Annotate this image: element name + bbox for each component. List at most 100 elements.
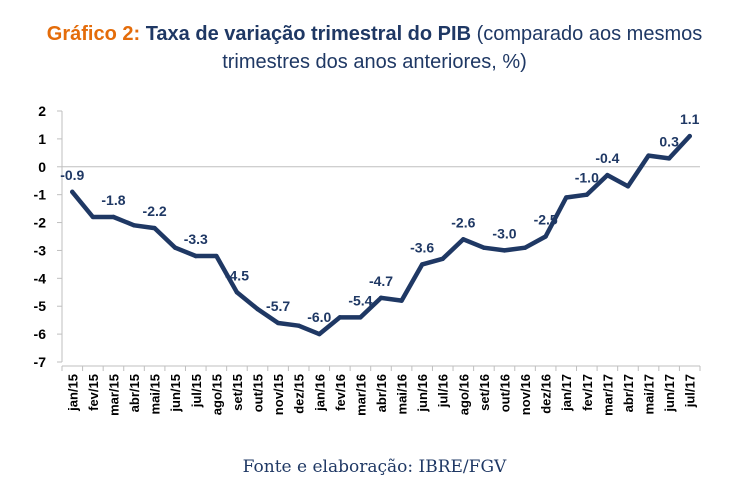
data-label: -5.7 — [266, 298, 290, 314]
x-tick-label: jul/16 — [436, 374, 451, 408]
y-tick-label: -1 — [34, 187, 47, 203]
data-label: -2.5 — [534, 212, 558, 228]
data-point — [461, 237, 466, 242]
data-point — [172, 245, 178, 250]
line-chart: 2 1 0 -1 -2 -3 -4 -5 -6 -7 jan/15 fev/15 mar/15 abr/… — [34, 103, 701, 416]
x-tick-label: dez/15 — [292, 374, 307, 414]
x-tick-label: nov/16 — [518, 374, 533, 415]
x-tick-label: mar/15 — [106, 374, 121, 416]
data-label: -1.0 — [575, 170, 599, 186]
data-point — [522, 245, 528, 250]
data-point — [419, 262, 425, 267]
data-point — [337, 315, 343, 320]
x-tick-label: jul/15 — [189, 374, 204, 408]
data-label: -5.4 — [348, 292, 372, 308]
data-point — [90, 214, 96, 220]
data-label: 0.3 — [659, 133, 679, 149]
x-tick-label: nov/15 — [271, 374, 286, 415]
data-point — [564, 195, 569, 200]
x-tick-label: jun/17 — [662, 374, 677, 413]
x-tick-label: fev/15 — [86, 374, 101, 411]
data-point — [399, 298, 404, 303]
chart-title: Gráfico 2: Taxa de variação trimestral d… — [0, 20, 749, 76]
x-tick-label: set/15 — [230, 374, 245, 411]
y-tick-label: -4 — [34, 270, 47, 286]
y-tick-label: -6 — [34, 326, 47, 342]
data-labels-layer: -0.9 -1.8 -2.2 -3.3 -4.5 -5.7 -6.0 -5.4 -4.7 -3.6… — [60, 111, 699, 325]
data-label: -3.0 — [492, 225, 516, 241]
data-label: -2.2 — [143, 203, 167, 219]
data-point — [70, 189, 75, 195]
y-tick-label: 2 — [38, 103, 46, 119]
data-point — [378, 295, 384, 301]
x-tick-label: jan/16 — [312, 374, 327, 412]
x-tick-label: jun/15 — [168, 374, 183, 413]
data-label: -6.0 — [307, 309, 331, 325]
x-tick-label: mar/17 — [600, 374, 615, 416]
data-label: -4.5 — [225, 267, 249, 283]
x-tick-label: fev/17 — [580, 374, 595, 411]
chart-main-title: Taxa de variação trimestral do PIB — [145, 23, 472, 45]
data-point — [214, 253, 219, 259]
data-point — [543, 234, 548, 239]
x-tick-label: abr/15 — [127, 374, 142, 412]
data-point — [111, 214, 116, 220]
x-axis: jan/15 fev/15 mar/15 abr/15 mai/15 jun/15 jul/… — [61, 166, 701, 416]
data-point — [131, 223, 137, 228]
data-label: -4.7 — [369, 273, 393, 289]
data-point — [666, 156, 672, 161]
y-tick-label: -7 — [34, 354, 47, 370]
data-label: -0.4 — [595, 150, 619, 166]
x-tick-label: set/16 — [477, 374, 492, 411]
y-tick-label: 0 — [38, 159, 46, 175]
x-tick-label: out/16 — [497, 374, 512, 412]
x-tick-label: fev/16 — [333, 374, 348, 411]
x-tick-label: mai/16 — [395, 374, 410, 414]
x-tick-label: out/15 — [251, 374, 266, 412]
x-tick-label: jan/17 — [559, 374, 574, 412]
source-note: Fonte e elaboração: IBRE/FGV — [242, 457, 507, 477]
y-tick-label: 1 — [38, 131, 46, 147]
x-tick-label: ago/16 — [456, 374, 471, 415]
x-tick-label: mai/17 — [642, 374, 657, 414]
y-tick-label: -2 — [34, 215, 47, 231]
data-point — [605, 172, 610, 178]
chart-number-label: Gráfico 2: — [46, 23, 141, 45]
data-point — [481, 245, 487, 250]
data-point — [625, 184, 631, 189]
x-tick-label: ago/15 — [209, 374, 224, 415]
x-tick-label: abr/16 — [374, 374, 389, 412]
x-tick-label: jul/17 — [683, 374, 698, 408]
data-point — [193, 253, 198, 259]
data-label: -2.6 — [451, 214, 475, 230]
data-label: -1.8 — [101, 192, 125, 208]
data-label: -3.6 — [410, 239, 434, 255]
x-tick-label: mar/16 — [353, 374, 368, 416]
data-point — [646, 153, 651, 158]
x-tick-label: abr/17 — [621, 374, 636, 412]
data-point — [152, 225, 157, 231]
y-tick-label: -5 — [34, 298, 47, 314]
chart-subtitle-line1: (comparado aos mesmos — [476, 23, 703, 45]
data-point — [440, 256, 445, 262]
data-point — [255, 306, 260, 312]
x-tick-label: jan/15 — [65, 374, 80, 412]
data-point — [234, 290, 240, 295]
data-point — [296, 323, 301, 328]
x-tick-label: dez/16 — [539, 374, 554, 414]
y-axis: 2 1 0 -1 -2 -3 -4 -5 -6 -7 — [34, 103, 63, 370]
x-tick-label: jun/16 — [415, 374, 430, 413]
series-layer — [70, 133, 692, 337]
data-point — [687, 133, 692, 139]
data-label: 1.1 — [680, 111, 700, 127]
data-point — [317, 331, 322, 337]
data-point — [275, 320, 281, 326]
data-point — [584, 192, 590, 197]
x-tick-label: mai/15 — [148, 374, 163, 414]
data-point — [502, 248, 507, 253]
data-point — [358, 315, 363, 320]
chart-subtitle-line2: trimestres dos anos anteriores, %) — [222, 51, 527, 73]
y-tick-label: -3 — [34, 242, 47, 258]
data-label: -0.9 — [60, 167, 84, 183]
data-label: -3.3 — [184, 231, 208, 247]
